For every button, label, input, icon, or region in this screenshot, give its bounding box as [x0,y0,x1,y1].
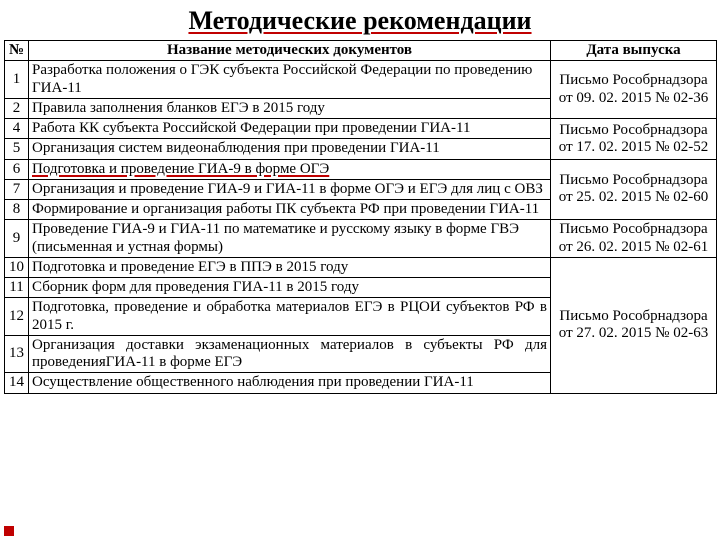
cell-doc: Организация и проведение ГИА-9 и ГИА-11 … [29,179,551,199]
table-row: 1Разработка положения о ГЭК субъекта Рос… [5,61,717,99]
cell-date: Письмо Рособрнадзора от 25. 02. 2015 № 0… [551,159,717,220]
cell-doc: Организация систем видеонаблюдения при п… [29,139,551,159]
table-row: 10Подготовка и проведение ЕГЭ в ППЭ в 20… [5,257,717,277]
cell-num: 9 [5,220,29,258]
cell-num: 5 [5,139,29,159]
cell-date: Письмо Рособрнадзора от 26. 02. 2015 № 0… [551,220,717,258]
cell-date: Письмо Рособрнадзора от 09. 02. 2015 № 0… [551,61,717,119]
cell-num: 6 [5,159,29,179]
cell-doc: Подготовка и проведение ГИА-9 в форме ОГ… [29,159,551,179]
cell-num: 8 [5,200,29,220]
cell-num: 7 [5,179,29,199]
table-header-row: № Название методических документов Дата … [5,41,717,61]
cell-doc: Проведение ГИА-9 и ГИА-11 по математике … [29,220,551,258]
cell-doc: Работа КК субъекта Российской Федерации … [29,119,551,139]
cell-date: Письмо Рособрнадзора от 27. 02. 2015 № 0… [551,257,717,393]
cell-doc: Организация доставки экзаменационных мат… [29,335,551,373]
cell-doc: Формирование и организация работы ПК суб… [29,200,551,220]
header-num: № [5,41,29,61]
slide-bullet-icon [4,526,14,536]
cell-doc: Разработка положения о ГЭК субъекта Росс… [29,61,551,99]
cell-num: 2 [5,98,29,118]
cell-num: 14 [5,373,29,393]
table-row: 4Работа КК субъекта Российской Федерации… [5,119,717,139]
cell-num: 11 [5,278,29,298]
table-row: 9Проведение ГИА-9 и ГИА-11 по математике… [5,220,717,258]
cell-doc: Подготовка, проведение и обработка матер… [29,298,551,336]
header-date: Дата выпуска [551,41,717,61]
recommendations-table: № Название методических документов Дата … [4,40,717,394]
cell-num: 10 [5,257,29,277]
cell-num: 12 [5,298,29,336]
cell-num: 4 [5,119,29,139]
page-title: Методические рекомендации [0,0,720,40]
cell-doc: Подготовка и проведение ЕГЭ в ППЭ в 2015… [29,257,551,277]
cell-num: 1 [5,61,29,99]
table-row: 6Подготовка и проведение ГИА-9 в форме О… [5,159,717,179]
cell-doc: Сборник форм для проведения ГИА-11 в 201… [29,278,551,298]
cell-doc: Правила заполнения бланков ЕГЭ в 2015 го… [29,98,551,118]
header-doc: Название методических документов [29,41,551,61]
cell-num: 13 [5,335,29,373]
cell-doc: Осуществление общественного наблюдения п… [29,373,551,393]
cell-date: Письмо Рособрнадзора от 17. 02. 2015 № 0… [551,119,717,160]
